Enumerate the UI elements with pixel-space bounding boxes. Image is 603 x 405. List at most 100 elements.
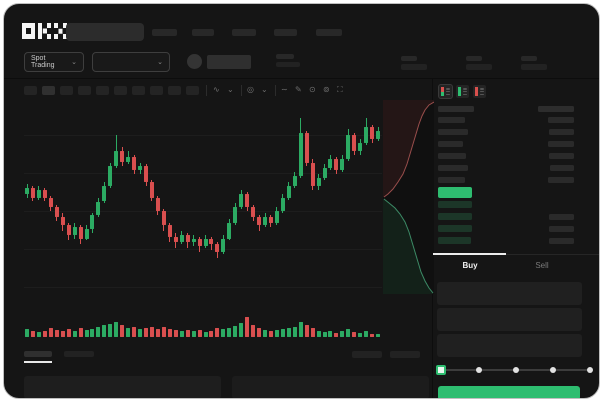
- total-input[interactable]: [437, 334, 582, 357]
- volume-bar: [173, 330, 178, 337]
- volume-bar: [364, 331, 369, 337]
- candle-body: [138, 166, 143, 171]
- timeframe-button[interactable]: [60, 86, 73, 95]
- ask-row-amount[interactable]: [548, 141, 574, 147]
- candle-body: [346, 135, 351, 159]
- volume-bar: [346, 329, 351, 337]
- tabs-top-border: [433, 254, 599, 255]
- search-input[interactable]: [66, 23, 144, 41]
- timeframe-button[interactable]: [24, 86, 37, 95]
- price-input[interactable]: [437, 282, 582, 305]
- bid-row-price[interactable]: [438, 225, 472, 232]
- orderbook-view-both-icon[interactable]: [438, 84, 453, 99]
- okx-logo[interactable]: [22, 23, 68, 40]
- pair-dropdown[interactable]: ⌄: [92, 52, 170, 72]
- candle-body: [72, 226, 77, 235]
- volume-bar: [72, 330, 77, 337]
- settings-icon[interactable]: ⊚: [323, 85, 330, 94]
- nav-item[interactable]: [316, 29, 342, 36]
- draw-icon[interactable]: ✎: [295, 85, 302, 94]
- ask-row-price[interactable]: [438, 129, 468, 135]
- ask-row-price[interactable]: [438, 141, 463, 147]
- ask-row-amount[interactable]: [550, 165, 574, 171]
- volume-bar: [298, 322, 303, 337]
- volume-bar: [36, 332, 41, 337]
- ask-row-amount[interactable]: [549, 129, 574, 135]
- timeframe-button[interactable]: [96, 86, 109, 95]
- volume-bar: [161, 327, 166, 337]
- nav-item[interactable]: [274, 29, 297, 36]
- volume-bar: [42, 331, 47, 337]
- chart-footer-button[interactable]: [390, 351, 420, 358]
- red-bar: [475, 87, 478, 96]
- display-style-icon[interactable]: ◎: [247, 85, 254, 94]
- ask-row-price[interactable]: [438, 117, 465, 123]
- slider-stop[interactable]: [513, 367, 519, 373]
- candle-body: [48, 197, 53, 208]
- ask-row-price[interactable]: [438, 177, 465, 183]
- volume-bar: [215, 328, 220, 337]
- volume-bar: [280, 329, 285, 337]
- camera-icon[interactable]: ⊙: [309, 85, 316, 94]
- nav-item[interactable]: [232, 29, 256, 36]
- ask-row-amount[interactable]: [548, 177, 574, 183]
- amount-slider-handle[interactable]: [436, 365, 446, 375]
- timeframe-button[interactable]: [78, 86, 91, 95]
- timeframe-button[interactable]: [168, 86, 181, 95]
- tab-sell[interactable]: Sell: [535, 261, 549, 270]
- volume-bar: [370, 333, 375, 337]
- ticker-stat-value: [521, 64, 547, 70]
- timeframe-button[interactable]: [114, 86, 127, 95]
- bid-row-price[interactable]: [438, 237, 471, 244]
- volume-bar: [358, 333, 363, 337]
- bid-row-amount[interactable]: [549, 226, 574, 232]
- timeframe-button[interactable]: [150, 86, 163, 95]
- dashes: [446, 87, 450, 96]
- candle-body: [132, 156, 137, 171]
- bid-row-amount[interactable]: [549, 214, 574, 220]
- volume-bar: [96, 327, 101, 337]
- depth-chart: [383, 100, 435, 294]
- candle-body: [203, 238, 208, 247]
- market-type-dropdown[interactable]: Spot Trading ⌄: [24, 52, 84, 72]
- nav-item[interactable]: [192, 29, 214, 36]
- bid-row-price[interactable]: [438, 201, 472, 208]
- candle-body: [227, 222, 232, 239]
- slider-stop[interactable]: [476, 367, 482, 373]
- fullscreen-icon[interactable]: ⛶: [337, 85, 343, 94]
- ask-row-amount[interactable]: [549, 153, 574, 159]
- timeframe-button[interactable]: [132, 86, 145, 95]
- timeframe-button[interactable]: [42, 86, 55, 95]
- chevron-down-icon[interactable]: ⌄: [261, 85, 268, 94]
- nav-item[interactable]: [152, 29, 177, 36]
- volume-bar: [322, 331, 327, 337]
- bid-row-amount[interactable]: [549, 238, 574, 244]
- candle-body: [298, 133, 303, 177]
- timeframe-button[interactable]: [186, 86, 199, 95]
- bottom-tab-active[interactable]: [24, 351, 52, 357]
- ask-row-price[interactable]: [438, 165, 468, 171]
- slider-stop[interactable]: [550, 367, 556, 373]
- buy-button[interactable]: [438, 386, 580, 398]
- slider-stop[interactable]: [587, 367, 593, 373]
- ask-row-price[interactable]: [438, 153, 466, 159]
- candle-body: [251, 207, 256, 218]
- chevron-down-icon[interactable]: ⌄: [227, 85, 234, 94]
- candle-body: [102, 185, 107, 202]
- line-tool-icon[interactable]: ∼: [281, 85, 288, 94]
- ask-row-amount[interactable]: [548, 117, 574, 123]
- bottom-tab[interactable]: [64, 351, 94, 357]
- candle-body: [60, 217, 65, 225]
- bid-row-price[interactable]: [438, 213, 472, 220]
- orderbook-view-bids-icon[interactable]: [456, 85, 469, 98]
- amount-input[interactable]: [437, 308, 582, 331]
- candle-body: [274, 211, 279, 223]
- ticker-stat-label: [521, 56, 537, 61]
- tab-buy[interactable]: Buy: [462, 261, 478, 270]
- chart-footer-button[interactable]: [352, 351, 382, 358]
- price-change-placeholder: [276, 62, 300, 67]
- orderbook-view-asks-icon[interactable]: [473, 85, 486, 98]
- volume-bar: [138, 329, 143, 337]
- indicators-icon[interactable]: ∿: [213, 85, 220, 94]
- volume-bar: [191, 331, 196, 337]
